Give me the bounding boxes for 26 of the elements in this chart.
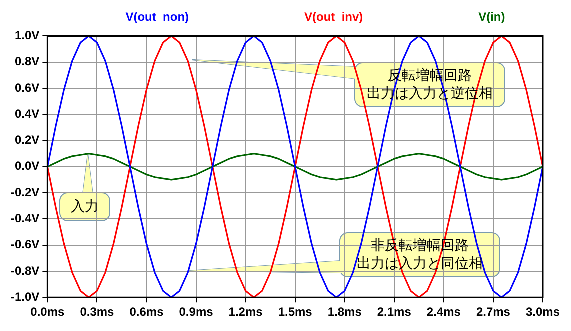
- x-tick-label: 2.7ms: [476, 305, 511, 320]
- y-tick-label: 0.2V: [14, 133, 40, 148]
- x-tick-label: 0.3ms: [80, 305, 115, 320]
- y-tick-label: -0.4V: [10, 211, 40, 226]
- x-tick-label: 1.5ms: [278, 305, 313, 320]
- y-tick-label: 0.4V: [14, 106, 40, 121]
- x-tick-label: 0.6ms: [130, 305, 164, 320]
- y-tick-label: -0.6V: [10, 238, 40, 252]
- x-tick-label: 0.9ms: [179, 305, 214, 320]
- annotation: 入力: [71, 198, 99, 216]
- y-tick-label: -1.0V: [10, 290, 40, 304]
- x-tick-label: 1.8ms: [328, 305, 362, 320]
- y-tick-label: 0.0V: [14, 159, 40, 174]
- y-tick-label: 1.0V: [14, 28, 40, 43]
- y-tick-label: 0.6V: [14, 80, 40, 95]
- x-tick-label: 0.0ms: [30, 305, 66, 320]
- x-tick-label: 2.4ms: [426, 305, 462, 320]
- text: V(out_non): [126, 10, 190, 24]
- x-tick-label: 3.0ms: [526, 305, 560, 320]
- text: V(in): [478, 10, 506, 24]
- y-tick-label: 0.8V: [14, 54, 40, 69]
- x-tick-label: 2.1ms: [377, 305, 412, 320]
- series-label: V(out_inv): [304, 10, 364, 24]
- y-tick-label: -0.8V: [10, 264, 40, 278]
- x-tick-label: 1.2ms: [228, 305, 264, 320]
- y-tick-label: -0.2V: [10, 185, 40, 200]
